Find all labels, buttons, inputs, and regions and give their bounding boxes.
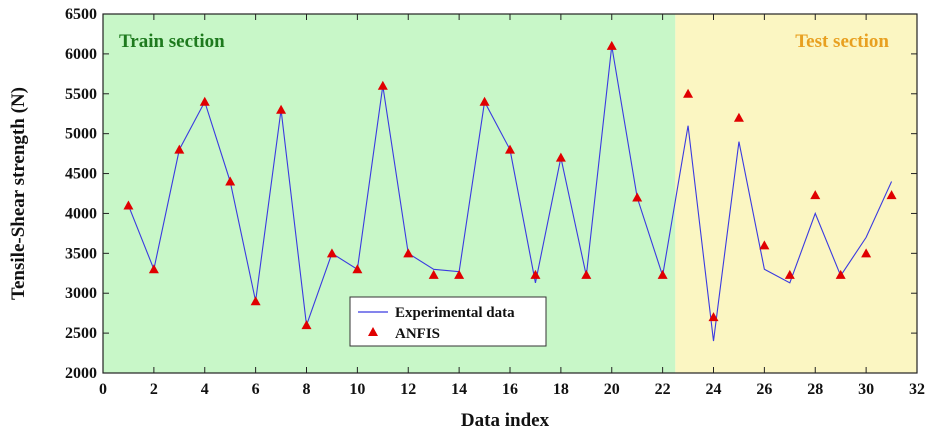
x-tick-label: 20 bbox=[604, 381, 620, 398]
x-tick-label: 2 bbox=[150, 381, 158, 398]
x-tick-label: 12 bbox=[400, 381, 416, 398]
legend: Experimental data ANFIS bbox=[349, 296, 547, 347]
region-test bbox=[675, 14, 917, 373]
legend-box bbox=[349, 296, 547, 347]
anfis-marker bbox=[784, 269, 795, 279]
legend-label-anfis: ANFIS bbox=[395, 326, 440, 342]
anfis-marker bbox=[810, 190, 821, 200]
anfis-marker bbox=[759, 240, 770, 250]
anfis-marker bbox=[632, 192, 643, 202]
anfis-marker bbox=[250, 296, 261, 306]
anfis-marker bbox=[326, 248, 337, 258]
anfis-marker bbox=[733, 112, 744, 122]
x-tick-label: 10 bbox=[349, 381, 365, 398]
anfis-marker bbox=[505, 144, 515, 154]
y-tick-label: 2500 bbox=[65, 325, 97, 342]
anfis-marker bbox=[123, 200, 134, 210]
anfis-marker bbox=[886, 190, 897, 200]
x-tick-label: 32 bbox=[909, 381, 925, 398]
axes: 0 2 4 6 8 10 12 14 16 18 20 22 24 26 28 30 3220002500300… bbox=[65, 6, 925, 398]
anfis-marker bbox=[148, 264, 159, 274]
x-tick-label: 30 bbox=[858, 381, 874, 398]
anfis-marker bbox=[555, 152, 566, 162]
anfis-marker bbox=[835, 269, 846, 279]
legend-triangle-swatch bbox=[368, 327, 378, 336]
section-labels: Train section Test section bbox=[119, 31, 889, 52]
anfis-marker bbox=[174, 144, 185, 154]
section-label: Train section bbox=[119, 31, 225, 52]
anfis-marker bbox=[581, 269, 592, 279]
y-tick-label: 4000 bbox=[65, 205, 97, 222]
y-tick-label: 4500 bbox=[65, 166, 97, 183]
x-axis-title: Data index bbox=[461, 410, 550, 431]
anfis-marker bbox=[530, 269, 541, 279]
y-tick-label: 5500 bbox=[65, 86, 97, 103]
x-tick-label: 24 bbox=[706, 381, 722, 398]
x-tick-label: 22 bbox=[655, 381, 671, 398]
x-tick-label: 6 bbox=[252, 381, 260, 398]
anfis-marker bbox=[199, 96, 210, 106]
x-tick-label: 8 bbox=[303, 381, 311, 398]
y-tick-label: 3500 bbox=[65, 245, 97, 262]
y-axis-title: Tensile-Shear strength (N) bbox=[8, 87, 29, 300]
anfis-marker bbox=[479, 96, 490, 106]
anfis-marker bbox=[301, 320, 312, 330]
x-tick-label: 26 bbox=[756, 381, 772, 398]
x-tick-label: 14 bbox=[451, 381, 467, 398]
anfis-marker bbox=[861, 248, 872, 258]
y-tick-label: 6500 bbox=[65, 6, 97, 23]
anfis-marker bbox=[657, 269, 668, 279]
anfis-marker bbox=[606, 40, 617, 50]
anfis-marker bbox=[428, 269, 439, 279]
x-tick-label: 28 bbox=[807, 381, 823, 398]
anfis-marker bbox=[276, 104, 287, 114]
y-tick-label: 3000 bbox=[65, 285, 97, 302]
y-tick-label: 5000 bbox=[65, 126, 97, 143]
y-tick-label: 6000 bbox=[65, 46, 97, 63]
legend-label-experimental: Experimental data bbox=[395, 305, 515, 321]
section-label: Test section bbox=[795, 31, 889, 52]
anfis-marker bbox=[708, 312, 719, 322]
anfis-marker bbox=[403, 248, 414, 258]
anfis-marker bbox=[454, 269, 465, 279]
anfis-marker bbox=[225, 176, 236, 186]
x-tick-label: 4 bbox=[201, 381, 209, 398]
anfis-marker bbox=[377, 80, 388, 90]
x-tick-label: 18 bbox=[553, 381, 569, 398]
x-tick-label: 16 bbox=[502, 381, 518, 398]
y-tick-label: 2000 bbox=[65, 365, 97, 382]
series-layer bbox=[123, 40, 897, 342]
anfis-marker bbox=[683, 88, 694, 98]
x-tick-label: 0 bbox=[99, 381, 107, 398]
anfis-marker bbox=[352, 264, 363, 274]
